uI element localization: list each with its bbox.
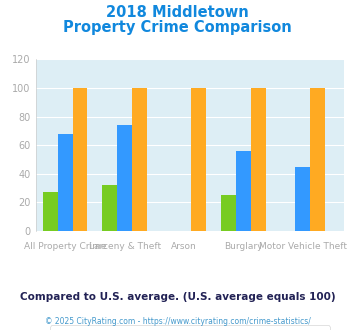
Text: All Property Crime: All Property Crime [24, 243, 106, 251]
Legend: Middletown, Pennsylvania, National: Middletown, Pennsylvania, National [50, 325, 330, 330]
Bar [58, 134, 73, 231]
Text: Larceny & Theft: Larceny & Theft [88, 243, 161, 251]
Bar [191, 88, 206, 231]
Bar [117, 125, 132, 231]
Bar [310, 88, 325, 231]
Bar [43, 192, 58, 231]
Bar [236, 151, 251, 231]
Text: Arson: Arson [171, 243, 197, 251]
Bar [295, 167, 310, 231]
Bar [221, 195, 236, 231]
Bar [73, 88, 87, 231]
Text: Burglary: Burglary [224, 243, 263, 251]
Bar [102, 185, 117, 231]
Text: 2018 Middletown: 2018 Middletown [106, 5, 249, 20]
Text: Property Crime Comparison: Property Crime Comparison [63, 20, 292, 35]
Text: Compared to U.S. average. (U.S. average equals 100): Compared to U.S. average. (U.S. average … [20, 292, 335, 302]
Bar [132, 88, 147, 231]
Bar [251, 88, 266, 231]
Text: Motor Vehicle Theft: Motor Vehicle Theft [259, 243, 347, 251]
Text: © 2025 CityRating.com - https://www.cityrating.com/crime-statistics/: © 2025 CityRating.com - https://www.city… [45, 317, 310, 326]
